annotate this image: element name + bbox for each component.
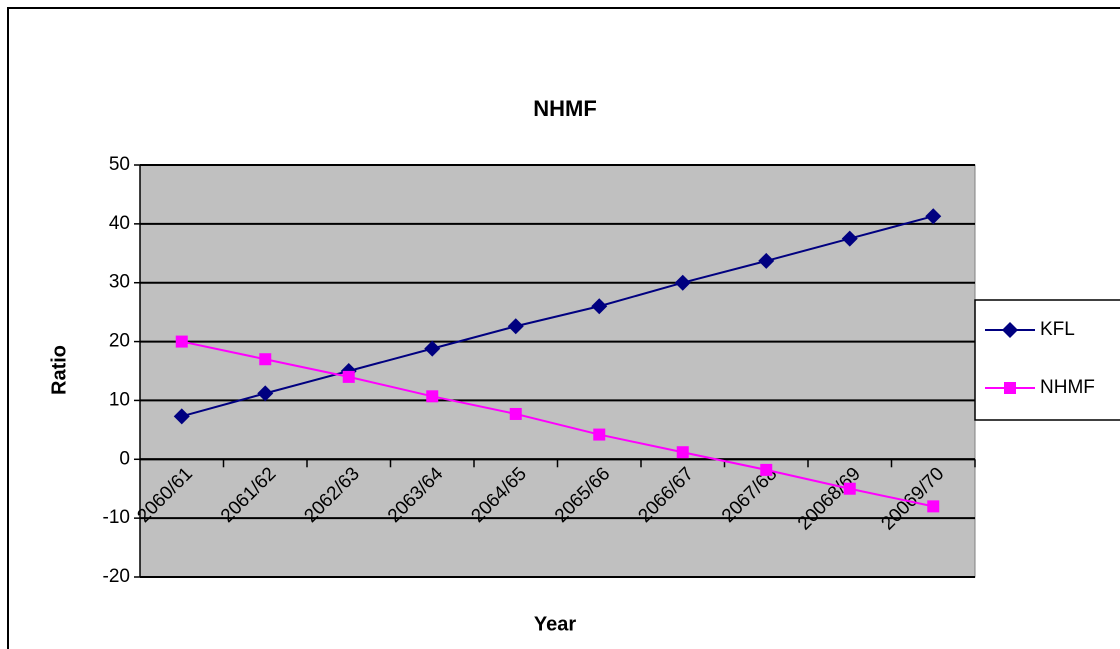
x-axis-label: Year xyxy=(534,613,576,635)
data-point xyxy=(259,353,272,366)
data-point xyxy=(758,252,775,269)
data-point xyxy=(927,500,940,513)
legend xyxy=(974,299,1120,421)
legend-label: KFL xyxy=(1040,319,1075,340)
y-tick-label: 50 xyxy=(109,154,130,175)
data-point xyxy=(342,370,355,383)
data-point xyxy=(424,340,441,357)
data-point xyxy=(925,208,942,225)
data-point xyxy=(257,385,274,402)
y-tick-label: 30 xyxy=(109,272,130,293)
legend-marker xyxy=(1004,382,1016,394)
legend-marker xyxy=(1002,322,1018,338)
data-point xyxy=(843,482,856,495)
y-tick-label: 10 xyxy=(109,389,130,410)
y-tick-label: 20 xyxy=(109,331,130,352)
y-tick-label: 0 xyxy=(119,448,130,469)
data-point xyxy=(426,390,439,403)
series-line xyxy=(181,215,934,418)
data-point xyxy=(676,446,689,459)
data-point xyxy=(591,298,608,315)
y-tick-label: 40 xyxy=(109,213,130,234)
y-tick-label: -20 xyxy=(103,566,130,587)
data-point xyxy=(173,408,190,425)
y-tick-label: -10 xyxy=(103,507,130,528)
series-line xyxy=(181,340,934,508)
data-point xyxy=(760,463,773,476)
data-point xyxy=(841,230,858,247)
data-point xyxy=(593,428,606,441)
chart-title: NHMF xyxy=(533,96,597,121)
data-point xyxy=(509,407,522,420)
data-point xyxy=(175,335,188,348)
plot-area xyxy=(139,164,976,578)
y-axis-label: Ratio xyxy=(48,345,70,395)
data-point xyxy=(674,274,691,291)
legend-label: NHMF xyxy=(1040,377,1095,398)
data-point xyxy=(507,318,524,335)
